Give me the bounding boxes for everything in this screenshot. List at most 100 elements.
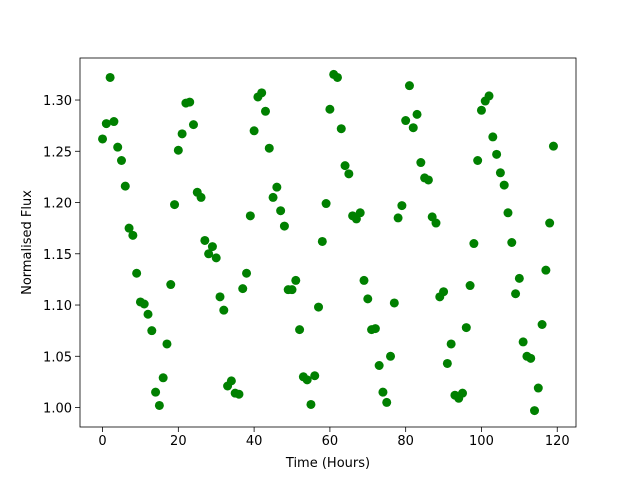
point	[295, 325, 305, 335]
point	[461, 323, 471, 333]
point	[264, 143, 274, 153]
point	[154, 400, 164, 410]
point	[173, 145, 183, 155]
point	[314, 302, 324, 312]
point	[257, 88, 267, 98]
point	[105, 72, 115, 82]
point	[211, 253, 221, 263]
point	[170, 200, 180, 210]
point	[321, 199, 331, 209]
point	[120, 181, 130, 191]
point	[332, 72, 342, 82]
point	[245, 211, 255, 221]
point	[465, 281, 475, 291]
point	[492, 149, 502, 159]
point	[336, 124, 346, 134]
point	[469, 239, 479, 249]
point	[139, 299, 149, 309]
point	[128, 230, 138, 240]
x-tick-label: 60	[322, 434, 339, 449]
point	[101, 119, 111, 129]
point	[196, 192, 206, 202]
point	[113, 142, 123, 152]
point	[431, 218, 441, 228]
point	[503, 208, 513, 218]
point	[177, 129, 187, 139]
point	[514, 273, 524, 283]
point	[401, 116, 411, 126]
point	[234, 389, 244, 399]
point	[302, 375, 312, 385]
point	[306, 399, 316, 409]
point	[268, 192, 278, 202]
point	[446, 339, 456, 349]
point	[511, 289, 521, 299]
point	[404, 81, 414, 91]
point	[162, 339, 172, 349]
point	[143, 309, 153, 319]
point	[276, 206, 286, 216]
y-tick-label: 1.05	[43, 350, 72, 365]
point	[204, 249, 214, 259]
y-tick-label: 1.25	[43, 145, 72, 160]
y-tick-label: 1.15	[43, 248, 72, 263]
x-tick-label: 20	[170, 434, 187, 449]
point	[389, 298, 399, 308]
point	[442, 358, 452, 368]
point	[382, 397, 392, 407]
point	[226, 376, 236, 386]
point	[416, 158, 426, 168]
point	[484, 91, 494, 101]
point	[124, 223, 134, 233]
point	[291, 275, 301, 285]
point	[151, 387, 161, 397]
point	[287, 285, 297, 295]
point	[439, 287, 449, 297]
point	[378, 387, 388, 397]
point	[317, 236, 327, 246]
point	[260, 106, 270, 116]
point	[310, 371, 320, 381]
x-axis-label: Time (Hours)	[285, 456, 370, 471]
point	[548, 141, 558, 151]
point	[242, 268, 252, 278]
point	[219, 305, 229, 315]
point	[541, 265, 551, 275]
point	[185, 97, 195, 107]
x-tick-label: 100	[469, 434, 494, 449]
point	[363, 294, 373, 304]
point	[116, 156, 126, 165]
y-tick-label: 1.20	[43, 197, 72, 212]
point	[412, 109, 422, 119]
point	[249, 126, 259, 136]
point	[238, 284, 248, 294]
point	[499, 180, 509, 190]
y-tick-label: 1.30	[43, 94, 72, 109]
point	[545, 218, 555, 228]
point	[98, 134, 108, 144]
point	[397, 201, 407, 211]
point	[458, 388, 468, 398]
point	[374, 361, 384, 370]
point	[507, 238, 517, 247]
x-tick-label: 80	[397, 434, 414, 449]
point	[207, 242, 217, 252]
point	[526, 353, 536, 363]
y-tick-label: 1.10	[43, 299, 72, 314]
point	[393, 213, 403, 223]
point	[158, 373, 168, 383]
point	[423, 175, 433, 185]
plot-frame	[79, 57, 577, 428]
point	[166, 280, 176, 290]
point	[408, 123, 418, 133]
x-tick-label: 120	[545, 434, 570, 449]
point	[215, 292, 225, 302]
point	[132, 268, 142, 278]
point	[537, 320, 547, 329]
point	[473, 156, 483, 165]
point	[355, 208, 365, 218]
point	[359, 275, 369, 285]
point	[370, 324, 380, 334]
point	[518, 337, 528, 347]
